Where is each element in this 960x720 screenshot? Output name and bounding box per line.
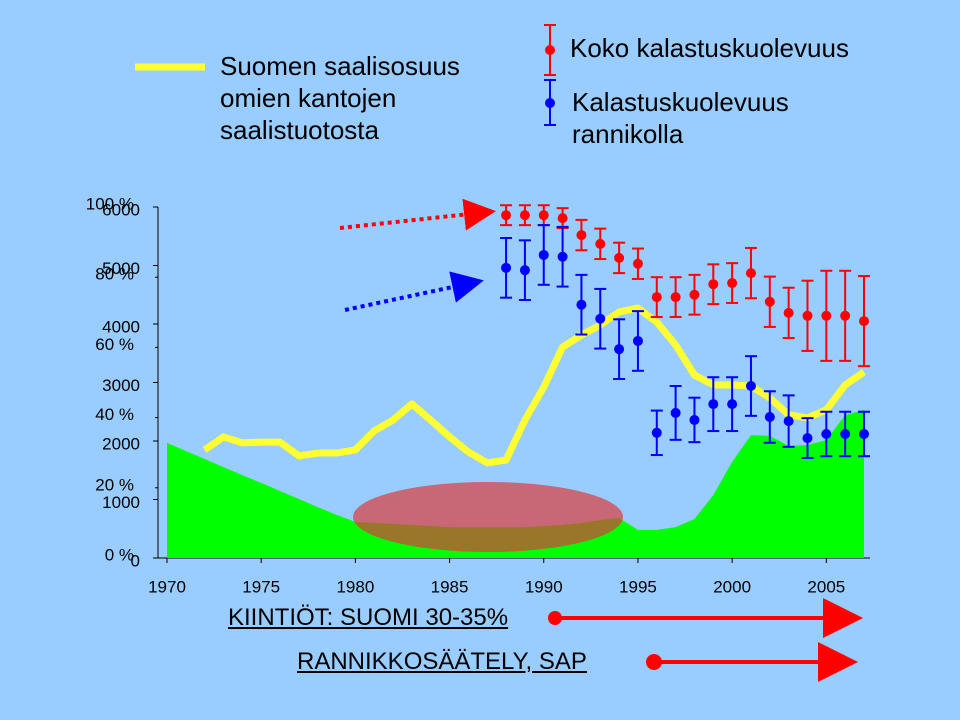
point xyxy=(727,399,738,410)
point xyxy=(670,292,681,303)
point xyxy=(821,428,832,439)
y2-tick-label: 40 % xyxy=(95,405,134,424)
point xyxy=(840,310,851,321)
annotation: RANNIKKOSÄÄTELY, SAP xyxy=(297,648,587,675)
point xyxy=(802,433,813,444)
y2-tick-label: 0 % xyxy=(105,545,134,564)
point xyxy=(501,262,512,273)
point xyxy=(557,251,568,262)
point xyxy=(670,407,681,418)
point xyxy=(821,310,832,321)
point xyxy=(783,307,794,318)
point xyxy=(727,278,738,289)
point xyxy=(501,210,512,221)
y-tick-label: 1000 xyxy=(102,493,140,512)
annotation: KIINTIÖT: SUOMI 30-35% xyxy=(228,604,509,631)
pointer-arrow xyxy=(344,271,484,312)
point xyxy=(538,249,549,260)
point xyxy=(708,279,719,290)
y-tick-label: 0 xyxy=(131,551,140,570)
legend-label: Koko kalastuskuolevuus xyxy=(570,33,849,63)
point xyxy=(859,316,869,327)
point xyxy=(614,252,625,263)
point xyxy=(576,299,587,310)
x-tick-label: 2005 xyxy=(807,577,845,596)
point xyxy=(708,399,719,410)
legend-label: Kalastuskuolevuus rannikolla xyxy=(572,87,789,149)
point xyxy=(840,428,851,439)
point xyxy=(764,412,775,423)
y2-tick-label: 100 % xyxy=(86,194,134,213)
x-tick-label: 1970 xyxy=(148,577,186,596)
point xyxy=(745,268,756,279)
x-tick-label: 1995 xyxy=(619,577,657,596)
x-tick-label: 1975 xyxy=(242,577,280,596)
x-tick-label: 1980 xyxy=(336,577,374,596)
highlight-ellipse xyxy=(353,482,623,552)
y-tick-label: 3000 xyxy=(102,376,140,395)
point xyxy=(576,230,587,241)
pointer-arrow xyxy=(339,198,496,231)
point xyxy=(557,213,568,224)
point xyxy=(689,289,700,300)
y2-tick-label: 20 % xyxy=(95,475,134,494)
y-tick-label: 2000 xyxy=(102,434,140,453)
x-tick-label: 2000 xyxy=(713,577,751,596)
legend-swatch xyxy=(545,98,555,108)
y-tick-label: 5000 xyxy=(102,259,140,278)
area xyxy=(167,409,864,558)
period-arrow-start xyxy=(646,654,662,670)
y-tick-label: 4000 xyxy=(102,317,140,336)
point xyxy=(538,210,549,221)
point xyxy=(764,296,775,307)
point xyxy=(632,258,643,269)
point xyxy=(595,313,606,324)
point xyxy=(595,238,606,249)
point xyxy=(783,416,794,427)
x-tick-label: 1990 xyxy=(525,577,563,596)
point xyxy=(632,335,643,346)
x-tick-label: 1985 xyxy=(431,577,469,596)
point xyxy=(745,381,756,392)
point xyxy=(519,265,530,276)
point xyxy=(651,292,662,303)
point xyxy=(689,414,700,425)
legend-label: Suomen saalisosuus omien kantojen saalis… xyxy=(220,51,460,145)
y2-tick-label: 80 % xyxy=(95,265,134,284)
point xyxy=(614,344,625,355)
point xyxy=(802,310,813,321)
point xyxy=(519,210,530,221)
point xyxy=(651,427,662,438)
period-arrow-start xyxy=(548,611,562,625)
y-tick-label: 6000 xyxy=(102,200,140,219)
y2-tick-label: 60 % xyxy=(95,335,134,354)
point xyxy=(859,428,869,439)
legend-swatch xyxy=(545,45,555,55)
